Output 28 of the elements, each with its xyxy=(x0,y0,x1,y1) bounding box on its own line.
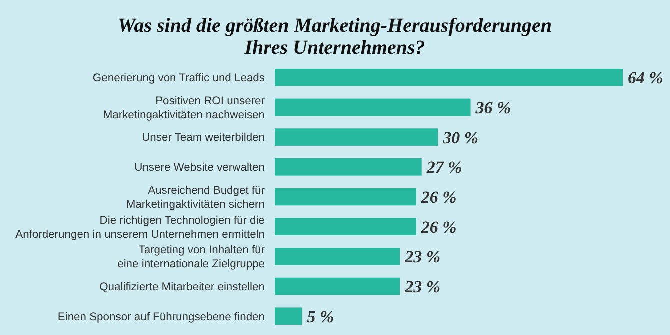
bar xyxy=(275,68,623,86)
bar xyxy=(275,248,400,266)
data-label: 27 % xyxy=(426,158,462,178)
y-tick-label: Qualifizierte Mitarbeiter einstellen xyxy=(100,281,265,294)
data-label: 30 % xyxy=(442,128,479,148)
y-tick-label: Die richtigen Technologien für die Anforderungen in unserem Unternehmen ermitteln xyxy=(16,214,265,241)
data-label: 26 % xyxy=(420,188,457,207)
bar xyxy=(275,218,416,236)
bar xyxy=(275,188,416,206)
bar xyxy=(275,98,471,116)
data-label: 5 % xyxy=(307,307,334,326)
y-tick-label: Unser Team weiterbilden xyxy=(142,132,265,144)
bar xyxy=(275,158,422,176)
data-label: 26 % xyxy=(420,218,457,237)
chart-title: Was sind die größten Marketing-Herausforderungen Ihres Unternehmens? xyxy=(118,15,552,59)
y-tick-label: Einen Sponsor auf Führungsebene finden xyxy=(58,311,265,324)
y-tick-label: Unsere Website verwalten xyxy=(134,162,265,174)
y-tick-label: Positiven ROI unserer Marketingaktivitäten nachweisen xyxy=(103,95,266,122)
y-tick-label: Generierung von Traffic und Leads xyxy=(92,72,266,85)
data-label: 64 % xyxy=(628,68,664,88)
y-tick-label: Ausreichend Budget für Marketingaktivitäten sichern xyxy=(126,184,266,211)
y-tick-label: Targeting von Inhalten für eine internationale Zielgruppe xyxy=(118,244,266,271)
bar xyxy=(275,278,400,296)
bar xyxy=(275,128,438,146)
data-label: 23 % xyxy=(404,248,440,267)
data-label: 23 % xyxy=(404,277,440,296)
bar xyxy=(275,308,302,326)
data-label: 36 % xyxy=(474,98,512,118)
